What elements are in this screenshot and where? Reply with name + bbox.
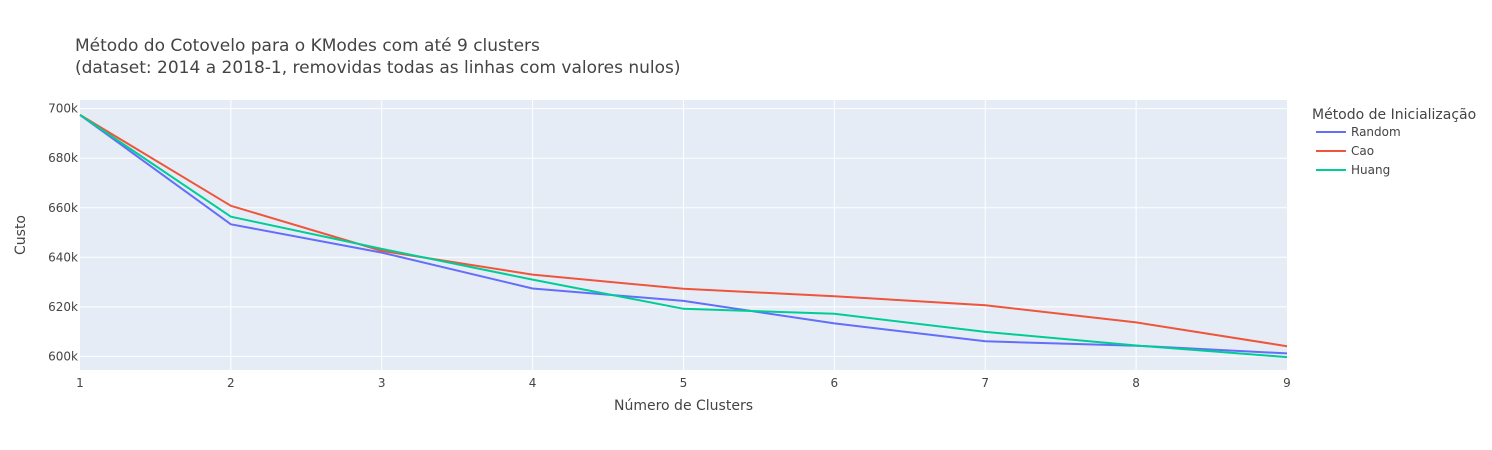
- legend-item-random[interactable]: Random: [1316, 125, 1401, 139]
- legend-title: Método de Inicialização: [1312, 107, 1476, 123]
- legend-item-cao[interactable]: Cao: [1316, 144, 1374, 158]
- series-line-random: [79, 114, 1288, 355]
- legend-item-huang[interactable]: Huang: [1316, 163, 1390, 177]
- x-tick-label: 8: [1132, 376, 1140, 390]
- x-tick-label: 3: [378, 376, 386, 390]
- y-tick-label: 640k: [48, 250, 78, 264]
- y-tick-label: 600k: [48, 349, 78, 363]
- chart-title-line-2: (dataset: 2014 a 2018-1, removidas todas…: [75, 58, 681, 78]
- legend-items: Random Cao Huang: [1316, 125, 1401, 177]
- x-tick-label: 1: [76, 376, 84, 390]
- x-tick-label: 6: [831, 376, 839, 390]
- y-tick-label: 700k: [48, 102, 78, 116]
- legend-label: Cao: [1351, 144, 1374, 158]
- grid-lines: [80, 100, 1287, 370]
- y-tick-label: 620k: [48, 300, 78, 314]
- y-tick-label: 660k: [48, 201, 78, 215]
- y-axis-title: Custo: [13, 215, 29, 255]
- x-tick-label: 5: [680, 376, 688, 390]
- x-tick-label: 2: [227, 376, 235, 390]
- series-lines: [79, 114, 1288, 359]
- series-line-cao: [79, 114, 1288, 348]
- chart-title-line-1: Método do Cotovelo para o KModes com até…: [75, 36, 540, 56]
- legend-label: Huang: [1351, 163, 1390, 177]
- x-tick-label: 4: [529, 376, 537, 390]
- x-tick-label: 7: [981, 376, 989, 390]
- legend: Método de Inicialização Random Cao Huang: [1312, 107, 1476, 177]
- y-axis-ticks: 600k 620k 640k 660k 680k 700k: [48, 102, 78, 364]
- legend-label: Random: [1351, 125, 1401, 139]
- x-axis-title: Número de Clusters: [614, 398, 753, 414]
- x-axis-ticks: 1 2 3 4 5 6 7 8 9: [76, 376, 1291, 390]
- series-line-huang: [79, 114, 1288, 359]
- y-tick-label: 680k: [48, 151, 78, 165]
- x-tick-label: 9: [1283, 376, 1291, 390]
